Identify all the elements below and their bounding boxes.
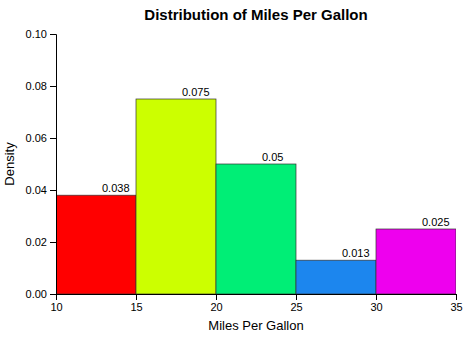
tick: 20	[210, 294, 222, 313]
tick-mark	[50, 294, 56, 295]
y-axis-title: Density	[2, 142, 17, 186]
y-axis: 0.00 0.02 0.04 0.06 0.08 0.10	[26, 28, 57, 300]
tick-label: 25	[290, 301, 302, 313]
tick-mark	[376, 294, 377, 300]
tick: 0.02	[26, 236, 56, 248]
bar	[136, 99, 216, 294]
tick-label: 0.00	[26, 288, 47, 300]
axis-line	[57, 295, 457, 301]
data-label: 0.075	[182, 86, 210, 98]
title: Distribution of Miles Per Gallon	[144, 6, 367, 23]
data-label: 0.05	[262, 151, 283, 163]
tick-label: 10	[50, 301, 62, 313]
tick: 0.00	[26, 288, 56, 300]
tick-label: 20	[210, 301, 222, 313]
tick-label: 15	[130, 301, 142, 313]
tick: 0.04	[26, 184, 56, 196]
data-label: 0.013	[342, 247, 370, 259]
tick: 0.10	[26, 28, 56, 40]
tick: 10	[50, 294, 62, 313]
bar	[216, 164, 296, 294]
tick-label: 30	[370, 301, 382, 313]
tick-label: 0.08	[26, 80, 47, 92]
bar	[56, 195, 136, 294]
tick-mark	[50, 34, 56, 35]
axis-line	[50, 35, 57, 295]
tick-mark	[50, 242, 56, 243]
tick: 0.06	[26, 132, 56, 144]
tick-mark	[456, 294, 457, 300]
tick-label: 0.04	[26, 184, 47, 196]
data-labels: 0.038 0.075 0.05 0.013 0.025	[102, 86, 450, 259]
tick: 15	[130, 294, 142, 313]
data-label: 0.038	[102, 182, 130, 194]
tick-mark	[50, 86, 56, 87]
tick-mark	[296, 294, 297, 300]
x-axis: 10 15 20 25 30 35	[50, 294, 462, 313]
tick-mark	[50, 138, 56, 139]
tick-mark	[50, 190, 56, 191]
tick: 25	[290, 294, 302, 313]
tick-label: 0.10	[26, 28, 47, 40]
tick-label: 0.06	[26, 132, 47, 144]
tick-label: 35	[450, 301, 462, 313]
tick: 35	[450, 294, 462, 313]
tick: 0.08	[26, 80, 56, 92]
tick-mark	[136, 294, 137, 300]
chart: 10 15 20 25 30 35 0.00 0.02 0.04 0.06 0.08 0.10 0.03…	[0, 0, 474, 338]
tick-mark	[216, 294, 217, 300]
tick-label: 0.02	[26, 236, 47, 248]
plot: 10 15 20 25 30 35 0.00 0.02 0.04 0.06 0.08 0.10 0.03…	[26, 28, 463, 313]
bars	[56, 99, 456, 294]
x-axis-title: Miles Per Gallon	[208, 318, 303, 333]
tick: 30	[370, 294, 382, 313]
bar	[376, 229, 456, 294]
data-label: 0.025	[422, 216, 450, 228]
bar	[296, 260, 376, 294]
